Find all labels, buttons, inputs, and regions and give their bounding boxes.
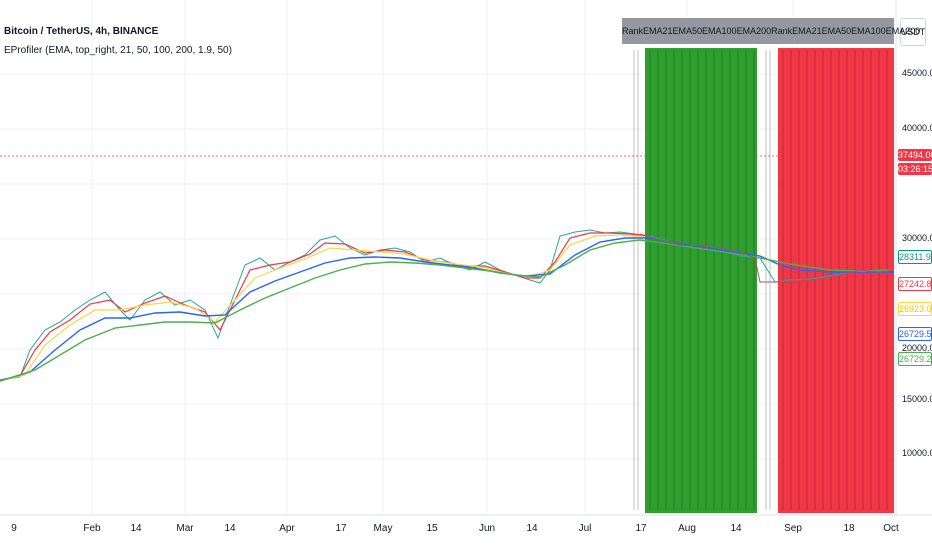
table-header-ema21-2: EMA21 bbox=[792, 26, 822, 36]
date-axis-label: Aug bbox=[678, 523, 696, 534]
table-header-ema100-2: EMA100 bbox=[851, 26, 886, 36]
date-axis-label: May bbox=[373, 523, 393, 534]
candle-countdown-label: 03:26:15 bbox=[898, 163, 932, 175]
symbol-title[interactable]: Bitcoin / TetherUS, 4h, BINANCE bbox=[4, 26, 159, 37]
date-axis-label: Apr bbox=[279, 523, 295, 534]
date-axis-label: Sep bbox=[784, 523, 802, 534]
table-header-rank: Rank bbox=[622, 26, 644, 36]
date-axis-label: 18 bbox=[843, 523, 855, 534]
date-axis-label: 17 bbox=[635, 523, 647, 534]
table-header-ema100: EMA100 bbox=[702, 26, 737, 36]
price-candles-line bbox=[0, 229, 895, 381]
current-price-label: 37494.00 bbox=[898, 149, 932, 161]
date-axis-label: Feb bbox=[83, 523, 101, 534]
ema50-price-label: 26923.03 bbox=[898, 302, 932, 316]
ema100-line bbox=[0, 237, 894, 382]
grid-lines bbox=[0, 0, 896, 515]
ema100-price-label: 26729.52 bbox=[898, 327, 932, 341]
table-header-ema200: EMA200 bbox=[736, 26, 772, 36]
forecast-line bbox=[639, 233, 895, 283]
date-axis-label: 14 bbox=[730, 523, 742, 534]
ema21-line bbox=[0, 232, 651, 381]
date-axis-label: Oct bbox=[883, 523, 899, 534]
green-ranking-zone bbox=[645, 48, 757, 513]
table-header-ema50: EMA50 bbox=[672, 26, 703, 36]
date-axis-label: 9 bbox=[11, 523, 17, 534]
date-axis-label: 14 bbox=[526, 523, 538, 534]
ema200-line bbox=[0, 239, 895, 382]
date-axis-label: Jul bbox=[578, 523, 592, 534]
price-axis-label: 45000.00 bbox=[902, 68, 932, 78]
indicator-label[interactable]: EProfiler (EMA, top_right, 21, 50, 100, … bbox=[4, 45, 232, 56]
zone-text-texture bbox=[633, 50, 888, 510]
price-axis-label: 30000.00 bbox=[902, 233, 932, 243]
red-ranking-zone bbox=[778, 48, 894, 513]
date-axis-label: Jun bbox=[478, 523, 496, 534]
ema-ranking-table-header: Rank EMA21 EMA50 EMA100 EMA200 Rank EMA2… bbox=[622, 18, 920, 44]
currency-scale-button[interactable]: USDT bbox=[900, 18, 926, 46]
table-header-rank-2: Rank bbox=[771, 26, 793, 36]
date-axis-label: Mar bbox=[176, 523, 194, 534]
table-header-ema50-2: EMA50 bbox=[821, 26, 852, 36]
date-axis-label: 14 bbox=[130, 523, 142, 534]
price-axis-label: 10000.00 bbox=[902, 448, 932, 458]
price-axis-label: 20000.00 bbox=[902, 343, 932, 353]
date-axis-label: 14 bbox=[224, 523, 236, 534]
ema200-price-label: 28311.91 bbox=[898, 250, 932, 264]
ema200b-price-label: 26729.21 bbox=[898, 352, 932, 366]
date-axis-label: 15 bbox=[426, 523, 438, 534]
ema50-line bbox=[0, 234, 646, 382]
date-axis-label: 17 bbox=[335, 523, 347, 534]
ema21-price-label: 27242.86 bbox=[898, 277, 932, 291]
table-header-ema200-2: EMA200 bbox=[885, 26, 921, 36]
price-axis-label: 15000.00 bbox=[902, 394, 932, 404]
table-header-ema21: EMA21 bbox=[643, 26, 673, 36]
price-axis-label: 40000.00 bbox=[902, 123, 932, 133]
